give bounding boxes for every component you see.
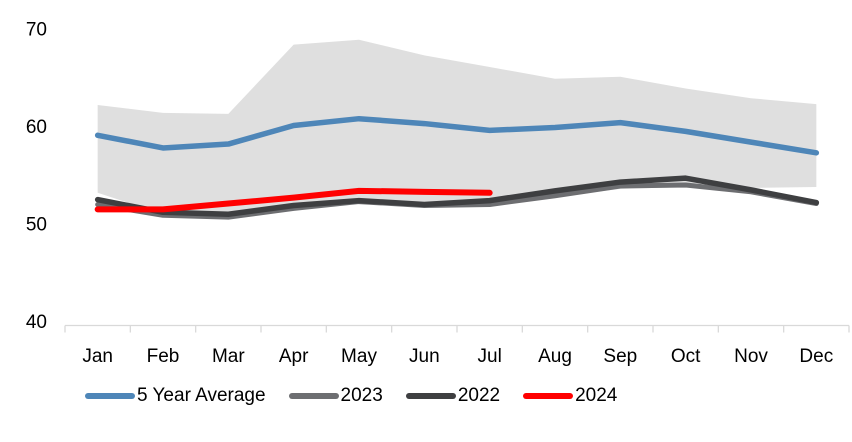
legend-label: 2022 <box>457 385 501 406</box>
series-line-2024 <box>94 187 493 213</box>
legend-line-swatch <box>288 392 339 399</box>
legend-label: 5 Year Average <box>137 385 266 406</box>
x-tick-label: Aug <box>538 346 572 367</box>
x-tick-label: Sep <box>603 346 637 367</box>
x-tick-label: Nov <box>734 346 768 367</box>
x-tick-label: Jun <box>409 346 440 367</box>
x-tick-label: Dec <box>799 346 833 367</box>
y-tick-label: 70 <box>26 20 47 41</box>
legend-item-2024: 2024 <box>523 386 617 405</box>
legend-item-2022: 2022 <box>405 385 501 406</box>
x-axis-labels: Jan Feb Mar Apr May Jun Jul Aug Sep Oct Nov Dec <box>82 346 833 367</box>
y-axis-labels: 40 50 60 70 <box>26 20 47 334</box>
series-line-5-year-average <box>94 115 820 156</box>
x-tick-label: Jan <box>82 346 113 367</box>
legend-line-swatch <box>85 392 135 399</box>
x-tick-label: May <box>341 346 377 367</box>
x-tick-label: Jul <box>478 346 502 367</box>
chart-canvas: 40 50 60 70 Jan Feb Mar Apr May Jun Jul Aug Sep Oct No… <box>26 20 850 367</box>
legend-line-swatch <box>523 392 574 399</box>
legend-label: 2024 <box>575 385 618 406</box>
x-tick-label: Mar <box>212 346 245 367</box>
legend-item-5-year-average: 5 Year Average <box>85 386 266 405</box>
x-tick-label: Oct <box>671 346 701 367</box>
series-line-2022 <box>94 175 820 217</box>
x-axis <box>64 324 850 333</box>
legend-item-2023: 2023 <box>288 385 383 406</box>
y-tick-label: 40 <box>26 312 47 333</box>
y-tick-label: 50 <box>26 215 47 236</box>
x-tick-label: Feb <box>147 346 180 367</box>
x-tick-label: Apr <box>279 346 309 367</box>
legend-label: 2023 <box>340 385 383 406</box>
y-tick-label: 60 <box>26 117 47 138</box>
legend-line-swatch <box>405 392 456 399</box>
chart-legend: 5 Year Average 2023 2022 2024 <box>85 386 617 405</box>
